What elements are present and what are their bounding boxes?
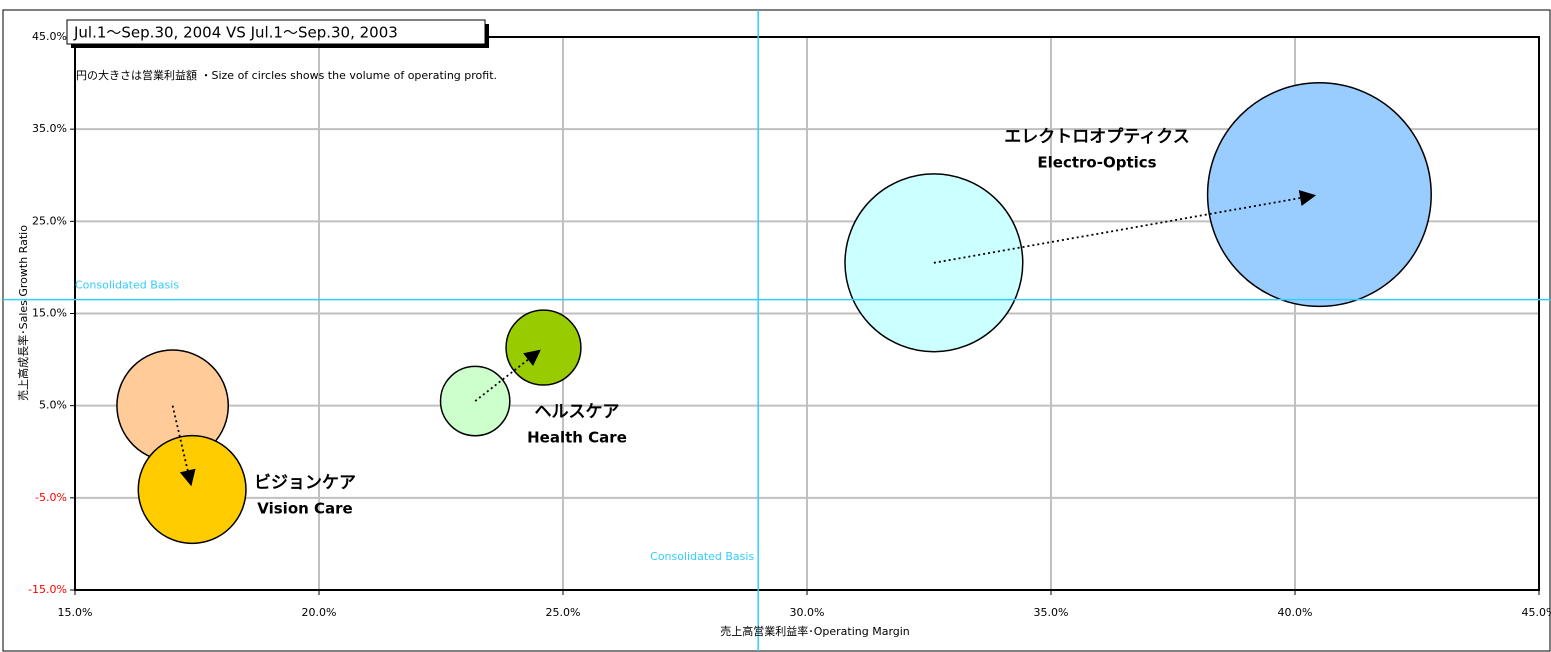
x-tick-label: 15.0% <box>58 606 93 619</box>
arrow <box>171 405 196 487</box>
bubble <box>505 309 582 386</box>
x-tick-label: 45.0% <box>1522 606 1551 619</box>
frame <box>2 9 1551 652</box>
x-tick-label: 30.0% <box>790 606 825 619</box>
y-tick-label: 45.0% <box>32 30 67 43</box>
y-tick-label: 35.0% <box>32 122 67 135</box>
x-tick-label: 40.0% <box>1278 606 1313 619</box>
y-tick-label: 25.0% <box>32 214 67 227</box>
series-label-ja: エレクトロオプティクス <box>1004 126 1189 147</box>
x-tick-label: 25.0% <box>546 606 581 619</box>
x-tick-label: 35.0% <box>1034 606 1069 619</box>
plot-area <box>74 36 1540 591</box>
y-tick-label: -15.0% <box>28 583 67 596</box>
series-label-ja: ヘルスケア <box>535 402 620 422</box>
note: 円の大きさは営業利益額 ・Size of circles shows the v… <box>76 68 497 82</box>
arrow <box>474 349 541 402</box>
period-box <box>66 19 486 45</box>
series-label-ja: ビジョンケア <box>254 473 356 493</box>
y-tick-label: -5.0% <box>35 491 67 504</box>
series-label: Electro-Optics <box>1037 154 1156 172</box>
y-axis-title: 売上高成長率･Sales Growth Ratio <box>16 225 30 401</box>
bubble <box>137 434 247 545</box>
series-label: Vision Care <box>257 500 352 518</box>
reference-label: Consolidated Basis <box>650 550 754 563</box>
x-axis-title: 売上高営業利益率･Operating Margin <box>720 624 910 638</box>
y-tick-label: 15.0% <box>32 307 67 320</box>
y-tick-label: 5.0% <box>39 399 67 412</box>
period: Jul.1～Sep.30, 2004 VS Jul.1～Sep.30, 2003 <box>73 24 398 42</box>
reference-label: Consolidated Basis <box>75 279 179 292</box>
bubble <box>1206 82 1432 308</box>
series-label: Health Care <box>527 429 627 447</box>
x-tick-label: 20.0% <box>302 606 337 619</box>
